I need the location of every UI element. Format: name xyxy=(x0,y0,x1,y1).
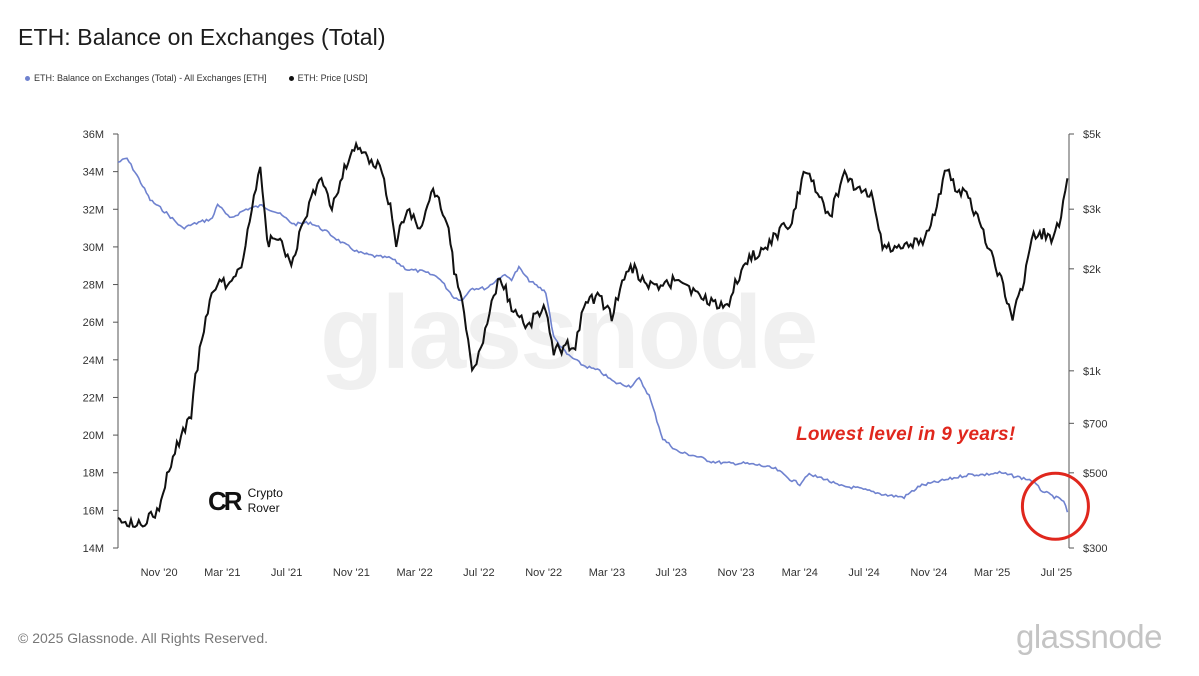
glassnode-watermark: glassnode xyxy=(320,275,818,391)
brand-line-2: Rover xyxy=(247,501,280,515)
chart-area: 14M 16M 18M 20M 22M 24M 26M 28M 30M 32M 34M 36M $300… xyxy=(83,129,1108,579)
crypto-rover-logo: CR Crypto Rover xyxy=(208,486,283,516)
legend-label-balance: ETH: Balance on Exchanges (Total) - All … xyxy=(34,73,267,83)
legend-swatch-balance xyxy=(25,75,30,81)
annotation-lowest-level: Lowest level in 9 years! xyxy=(796,424,1016,445)
chart-legend: ETH: Balance on Exchanges (Total) - All … xyxy=(25,73,368,83)
x-tick-label: Mar '25 xyxy=(974,567,1010,579)
y-left-tick-label: 34M xyxy=(83,167,104,179)
crypto-rover-name: Crypto Rover xyxy=(248,486,283,516)
glassnode-footer-logo: glassnode xyxy=(1016,618,1162,655)
x-tick-label: Mar '22 xyxy=(396,567,432,579)
legend-swatch-price xyxy=(288,75,294,81)
x-tick-label: Mar '24 xyxy=(782,567,818,579)
x-tick-label: Jul '25 xyxy=(1041,567,1072,579)
legend-label-price: ETH: Price [USD] xyxy=(297,73,368,83)
y-left-tick-label: 26M xyxy=(83,317,104,329)
copyright-notice: © 2025 Glassnode. All Rights Reserved. xyxy=(18,630,269,646)
y-right-tick-label: $2k xyxy=(1083,264,1101,276)
x-tick-label: Jul '22 xyxy=(463,567,494,579)
y-right-tick-label: $5k xyxy=(1083,129,1101,141)
y-right-tick-label: $3k xyxy=(1083,204,1101,216)
x-tick-label: Jul '23 xyxy=(655,567,686,579)
x-tick-label: Jul '24 xyxy=(848,567,879,579)
x-tick-label: Jul '21 xyxy=(271,567,302,579)
x-tick-label: Nov '20 xyxy=(141,567,178,579)
y-left-tick-label: 14M xyxy=(83,543,104,555)
y-right-tick-label: $1k xyxy=(1083,366,1101,378)
x-tick-label: Nov '22 xyxy=(525,567,562,579)
y-left-tick-label: 32M xyxy=(83,204,104,216)
crypto-rover-mark: CR xyxy=(208,486,243,516)
y-left-tick-label: 22M xyxy=(83,392,104,404)
legend-item-balance[interactable]: ETH: Balance on Exchanges (Total) - All … xyxy=(25,73,267,83)
series-line-price xyxy=(117,140,1069,528)
y-left-tick-label: 30M xyxy=(83,242,104,254)
y-left-tick-label: 36M xyxy=(83,129,104,141)
x-tick-label: Mar '21 xyxy=(204,567,240,579)
x-tick-label: Nov '23 xyxy=(718,567,755,579)
x-tick-label: Nov '21 xyxy=(333,567,370,579)
x-tick-label: Nov '24 xyxy=(910,567,947,579)
y-left-tick-label: 24M xyxy=(83,355,104,367)
y-right-tick-label: $300 xyxy=(1083,543,1107,555)
legend-item-price[interactable]: ETH: Price [USD] xyxy=(288,73,368,83)
x-tick-label: Mar '23 xyxy=(589,567,625,579)
highlight-circle xyxy=(1020,471,1090,541)
y-left-tick-label: 18M xyxy=(83,468,104,480)
y-left-tick-label: 28M xyxy=(83,280,104,292)
chart-title: ETH: Balance on Exchanges (Total) xyxy=(18,24,386,50)
series-line-balance xyxy=(117,157,1069,513)
brand-line-1: Crypto xyxy=(247,486,283,500)
y-left-tick-label: 16M xyxy=(83,505,104,517)
y-right-tick-label: $700 xyxy=(1083,418,1107,430)
y-left-tick-label: 20M xyxy=(83,430,104,442)
y-right-tick-label: $500 xyxy=(1083,468,1107,480)
